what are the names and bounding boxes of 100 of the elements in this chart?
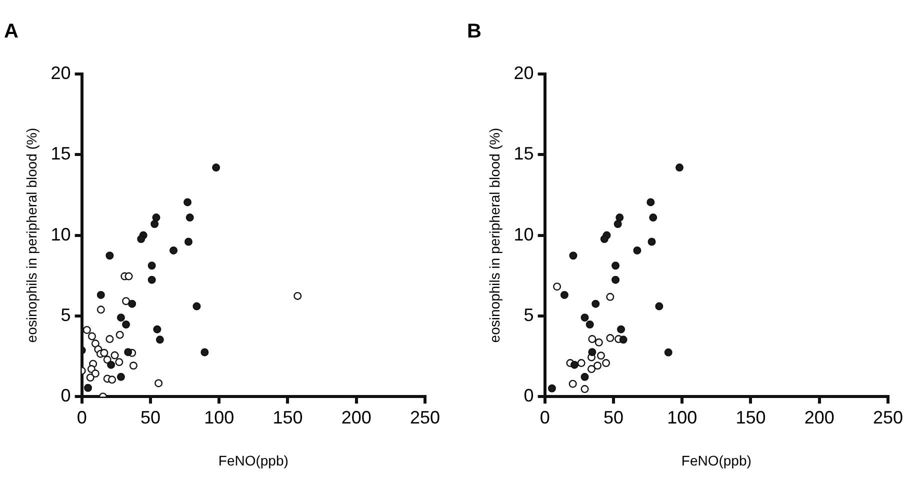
point [588, 335, 596, 344]
point [580, 314, 589, 322]
y-axis-title: eosinophils in peripheral blood (%) [23, 128, 40, 343]
point [612, 262, 620, 270]
point [548, 384, 556, 392]
point [664, 348, 672, 356]
point [655, 302, 664, 310]
x-tick-label: 250 [410, 407, 440, 428]
point [96, 290, 105, 299]
point [617, 325, 626, 334]
x-axis-title: FeNO(ppb) [681, 452, 752, 468]
point [633, 246, 642, 254]
point [154, 379, 163, 388]
point [137, 235, 146, 244]
point [115, 358, 124, 366]
point [116, 314, 125, 322]
point [614, 220, 622, 228]
point [122, 320, 130, 328]
point [588, 348, 596, 356]
point [152, 214, 160, 222]
point [646, 198, 655, 206]
point [184, 238, 192, 246]
point [153, 325, 162, 334]
x-tick-label: 50 [603, 407, 624, 428]
point [619, 336, 628, 344]
point [110, 351, 119, 360]
point [587, 365, 596, 374]
point [106, 335, 114, 344]
y-tick-label: 5 [60, 304, 71, 325]
x-tick-label: 50 [140, 407, 160, 428]
point [103, 356, 112, 364]
point [116, 372, 125, 381]
point [156, 336, 164, 344]
x-tick-label: 150 [272, 407, 303, 428]
point [100, 348, 108, 357]
point [675, 164, 684, 172]
point [150, 220, 159, 228]
point [577, 359, 586, 368]
point [596, 352, 605, 360]
point [594, 362, 602, 370]
point [616, 214, 624, 222]
point [294, 292, 302, 300]
y-tick-label: 0 [524, 386, 534, 406]
point [82, 326, 91, 334]
point [580, 385, 589, 394]
point [106, 252, 114, 260]
point [648, 238, 656, 246]
point [200, 348, 209, 356]
point [124, 272, 133, 280]
point [600, 235, 608, 244]
point [122, 297, 130, 306]
point [568, 380, 577, 388]
x-tick-label: 0 [76, 407, 87, 428]
x-tick-label: 250 [872, 407, 904, 428]
x-tick-label: 200 [804, 407, 834, 428]
point [192, 302, 201, 310]
x-tick-label: 150 [736, 407, 766, 428]
y-tick-label: 10 [50, 224, 71, 244]
point [606, 292, 614, 301]
y-tick-label: 5 [524, 304, 534, 325]
y-tick-label: 20 [50, 62, 71, 83]
point [594, 338, 603, 346]
point [86, 374, 94, 382]
y-tick-label: 10 [514, 224, 534, 244]
x-axis-title: FeNO(ppb) [218, 452, 288, 468]
point [560, 290, 568, 299]
point [592, 300, 600, 308]
point [129, 362, 138, 370]
point [586, 320, 594, 328]
point [108, 376, 116, 384]
y-tick-label: 20 [514, 62, 534, 83]
point [96, 306, 105, 314]
point [606, 334, 614, 342]
point [124, 348, 132, 356]
point [580, 372, 589, 381]
chart-title: B [467, 20, 482, 43]
point [170, 246, 178, 254]
y-tick-label: 15 [514, 144, 534, 164]
point [88, 332, 96, 340]
point [148, 276, 156, 284]
x-tick-label: 100 [204, 407, 234, 428]
point [84, 384, 92, 392]
point [184, 198, 192, 206]
y-tick-label: 15 [50, 144, 71, 164]
point [128, 300, 136, 308]
y-tick-label: 0 [60, 386, 71, 406]
x-tick-label: 100 [667, 407, 698, 428]
point [649, 214, 658, 222]
point [612, 276, 620, 284]
point [602, 359, 610, 368]
x-tick-label: 0 [540, 407, 550, 428]
point [107, 360, 116, 369]
chart-title: A [4, 20, 18, 43]
point [186, 214, 194, 222]
x-tick-label: 200 [341, 407, 372, 428]
point [553, 282, 562, 291]
point [148, 262, 156, 270]
point [570, 360, 578, 369]
y-axis-title: eosinophils in peripheral blood (%) [486, 128, 502, 343]
point [212, 164, 220, 172]
